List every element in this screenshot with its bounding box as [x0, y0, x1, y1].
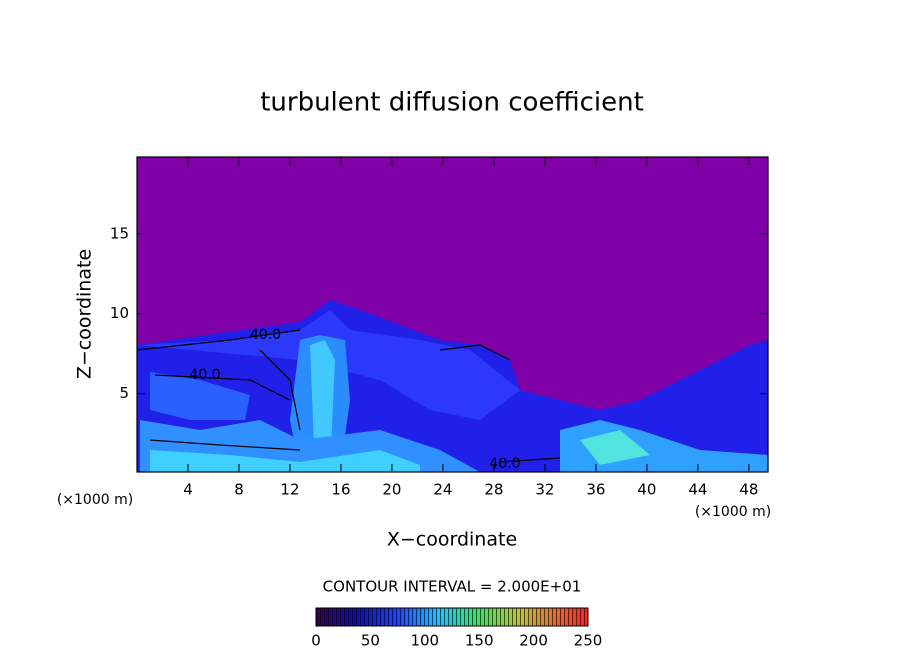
colorbar-tick-label: 100 [410, 632, 439, 650]
x-tick-label: 20 [382, 481, 401, 499]
x-tick-label: 48 [739, 481, 758, 499]
x-tick-label: 36 [586, 481, 605, 499]
x-tick-label: 12 [280, 481, 299, 499]
y-unit: (×1000 m) [57, 492, 133, 508]
colorbar-tick-label: 0 [311, 632, 321, 650]
colorbar-frame [315, 607, 589, 627]
chart-title: turbulent diffusion coefficient [260, 88, 644, 118]
contour-interval: CONTOUR INTERVAL = 2.000E+01 [323, 578, 582, 596]
colorbar-tick-label: 200 [519, 632, 548, 650]
plot-frame [136, 156, 769, 473]
contour-label: 40.0 [189, 367, 220, 383]
y-tick-label: 15 [110, 224, 129, 242]
colorbar-tick-label: 250 [574, 632, 603, 650]
y-tick-label: 10 [110, 304, 129, 322]
x-unit: (×1000 m) [695, 504, 771, 520]
y-tick-label: 5 [119, 384, 129, 402]
contour-label: 40.0 [250, 327, 281, 343]
x-tick-label: 44 [688, 481, 707, 499]
x-axis-label: X−coordinate [387, 529, 517, 551]
contour-field [137, 157, 768, 472]
colorbar-tick-label: 50 [361, 632, 380, 650]
x-tick-label: 32 [535, 481, 554, 499]
x-tick-label: 24 [433, 481, 452, 499]
x-tick-label: 16 [331, 481, 350, 499]
colorbar-tick-label: 150 [465, 632, 494, 650]
x-tick-label: 28 [484, 481, 503, 499]
y-axis-label: Z−coordinate [74, 249, 96, 379]
contour-label: 40.0 [489, 456, 520, 472]
x-tick-label: 4 [183, 481, 193, 499]
x-tick-label: 40 [637, 481, 656, 499]
x-tick-label: 8 [234, 481, 244, 499]
